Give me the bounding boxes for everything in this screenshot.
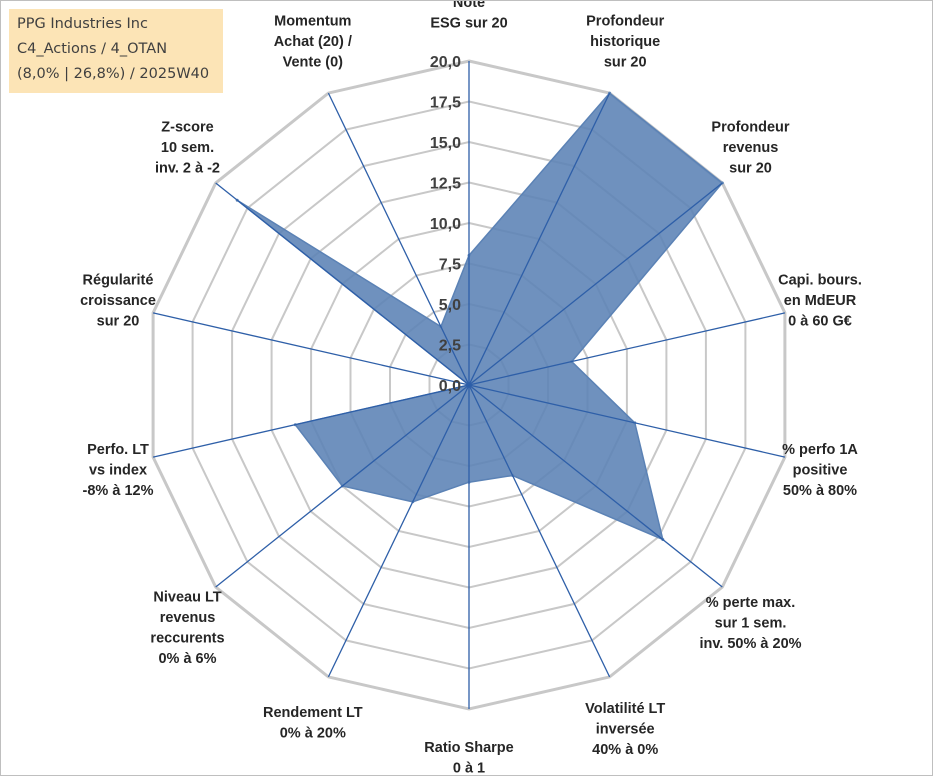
axis-label-line: Momentum — [274, 14, 351, 30]
axis-label-7: Ratio Sharpe 0 à 1 — [424, 740, 513, 776]
axis-label-line: sur 20 — [97, 313, 140, 329]
tick-label: 10,0 — [430, 216, 461, 233]
axis-label-line: Perfo. LT — [87, 442, 149, 458]
axis-label-line: ESG sur 20 — [430, 16, 507, 32]
axis-label-13: Momentum Achat (20) / Vente (0) — [274, 14, 352, 71]
axis-label-line: inversée — [596, 722, 655, 738]
axis-label-3: Capi. bours. en MdEUR 0 à 60 G€ — [778, 272, 862, 329]
axis-label-line: % perte max. — [706, 595, 795, 611]
axis-label-line: inv. 2 à -2 — [155, 160, 220, 176]
label-layer: Note ESG sur 20 Profondeur historique sur 20… — [80, 1, 862, 776]
axis-label-line: historique — [590, 34, 660, 50]
axis-line-12 — [215, 182, 470, 386]
axis-label-4: % perfo 1A positive 50% à 80% — [782, 442, 858, 499]
axis-layer — [152, 61, 786, 709]
axis-label-line: Note — [453, 1, 485, 11]
series-area — [236, 92, 724, 541]
axis-line-10 — [152, 384, 470, 458]
axis-label-line: inv. 50% à 20% — [699, 636, 801, 652]
axis-line-11 — [152, 312, 470, 386]
axis-label-line: Rendement LT — [263, 705, 363, 721]
axis-label-line: Achat (20) / — [274, 34, 352, 50]
tick-label: 12,5 — [430, 176, 461, 193]
axis-line-8 — [327, 384, 470, 678]
tick-label: 17,5 — [430, 95, 461, 112]
axis-line-3 — [468, 312, 786, 386]
axis-label-line: 0% à 6% — [158, 651, 216, 667]
axis-label-0: Note ESG sur 20 — [430, 1, 507, 32]
axis-label-line: 10 sem. — [161, 140, 214, 156]
tick-label: 0,0 — [439, 378, 461, 395]
axis-label-2: Profondeur revenus sur 20 — [711, 119, 789, 176]
axis-label-line: Ratio Sharpe — [424, 740, 513, 756]
info-line-category: C4_Actions / 4_OTAN — [17, 41, 168, 57]
axis-label-line: Régularité — [83, 272, 154, 288]
axis-label-line: reccurents — [150, 630, 224, 646]
axis-line-9 — [215, 384, 470, 588]
axis-label-line: sur 20 — [604, 55, 647, 71]
axis-label-line: en MdEUR — [784, 293, 857, 309]
axis-label-line: % perfo 1A — [782, 442, 858, 458]
info-line-company: PPG Industries Inc — [17, 16, 148, 32]
axis-line-5 — [468, 384, 723, 588]
axis-label-line: 0 à 1 — [453, 761, 485, 776]
axis-label-line: sur 20 — [729, 160, 772, 176]
axis-label-line: Niveau LT — [153, 589, 221, 605]
axis-line-6 — [468, 384, 611, 678]
info-line-stats: (8,0% | 26,8%) / 2025W40 — [17, 66, 210, 82]
axis-label-5: % perte max. sur 1 sem. inv. 50% à 20% — [699, 595, 801, 652]
axis-label-line: 0 à 60 G€ — [788, 313, 852, 329]
axis-label-10: Perfo. LT vs index -8% à 12% — [83, 442, 154, 499]
axis-label-11: Régularité croissance sur 20 — [80, 272, 156, 329]
axis-label-line: Z-score — [161, 119, 213, 135]
tick-label: 15,0 — [430, 135, 461, 152]
axis-label-1: Profondeur historique sur 20 — [586, 14, 664, 71]
axis-line-4 — [468, 384, 786, 458]
axis-label-line: 40% à 0% — [592, 742, 658, 758]
info-box: PPG Industries Inc C4_Actions / 4_OTAN (… — [9, 9, 223, 93]
tick-label: 5,0 — [439, 297, 461, 314]
axis-label-line: 50% à 80% — [783, 483, 857, 499]
tick-label: 2,5 — [439, 338, 461, 355]
axis-label-line: Volatilité LT — [585, 701, 665, 717]
tick-label: 20,0 — [430, 54, 461, 71]
axis-line-2 — [468, 182, 723, 386]
axis-label-line: revenus — [723, 140, 779, 156]
tick-layer: 0,0 2,5 5,0 7,5 10,0 12,5 15,0 17,5 20,0 — [430, 54, 461, 395]
axis-label-line: Profondeur — [586, 14, 664, 30]
axis-label-line: Vente (0) — [283, 55, 344, 71]
axis-line-13 — [327, 92, 470, 386]
tick-label: 7,5 — [439, 257, 461, 274]
axis-label-line: vs index — [89, 463, 147, 479]
axis-line-1 — [468, 92, 611, 386]
axis-label-9: Niveau LT revenus reccurents 0% à 6% — [150, 589, 224, 667]
axis-label-line: Capi. bours. — [778, 272, 862, 288]
axis-label-line: positive — [793, 463, 848, 479]
axis-label-line: croissance — [80, 293, 156, 309]
axis-label-8: Rendement LT 0% à 20% — [263, 705, 363, 742]
axis-label-6: Volatilité LT inversée 40% à 0% — [585, 701, 665, 758]
axis-label-line: revenus — [160, 610, 216, 626]
axis-label-line: -8% à 12% — [83, 483, 154, 499]
axis-label-line: 0% à 20% — [280, 725, 346, 741]
axis-label-line: Profondeur — [711, 119, 789, 135]
axis-label-12: Z-score 10 sem. inv. 2 à -2 — [155, 119, 220, 176]
axis-label-line: sur 1 sem. — [715, 616, 787, 632]
